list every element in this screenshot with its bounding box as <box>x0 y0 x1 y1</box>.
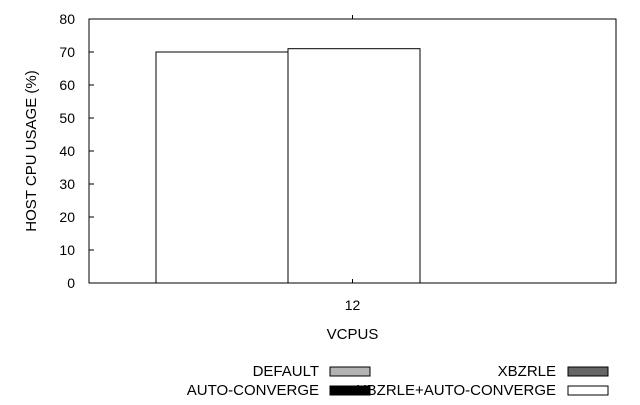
bar-xbzrle <box>287 48 421 284</box>
bars <box>155 48 421 284</box>
y-tick-label: 40 <box>59 143 75 159</box>
y-tick-label: 60 <box>59 77 75 93</box>
bar-default <box>155 51 289 284</box>
legend-label: XBZRLE <box>498 363 556 380</box>
legend-swatch <box>329 385 371 396</box>
y-tick-label: 70 <box>59 44 75 60</box>
y-tick-label: 0 <box>67 275 75 291</box>
x-axis-ticks: 12 <box>345 15 361 313</box>
legend-label: AUTO-CONVERGE <box>187 382 319 399</box>
y-tick-label: 20 <box>59 209 75 225</box>
legend: DEFAULT XBZRLE AUTO-CONVERGE XBZRLE+AUTO-CO… <box>187 363 609 399</box>
y-tick-label: 80 <box>59 11 75 27</box>
y-tick-label: 30 <box>59 176 75 192</box>
x-tick-label: 12 <box>345 297 361 313</box>
y-axis-title: HOST CPU USAGE (%) <box>23 70 40 231</box>
legend-swatch <box>567 366 609 377</box>
y-tick-label: 10 <box>59 242 75 258</box>
legend-label: XBZRLE+AUTO-CONVERGE <box>357 382 556 399</box>
legend-swatch <box>567 385 609 396</box>
x-axis-title: VCPUS <box>327 326 379 343</box>
y-axis-ticks: 0 10 20 30 40 50 60 70 80 <box>59 11 94 291</box>
y-tick-label: 50 <box>59 110 75 126</box>
plot-area-frame <box>88 18 617 284</box>
legend-label: DEFAULT <box>253 363 319 380</box>
legend-swatch <box>329 366 371 377</box>
